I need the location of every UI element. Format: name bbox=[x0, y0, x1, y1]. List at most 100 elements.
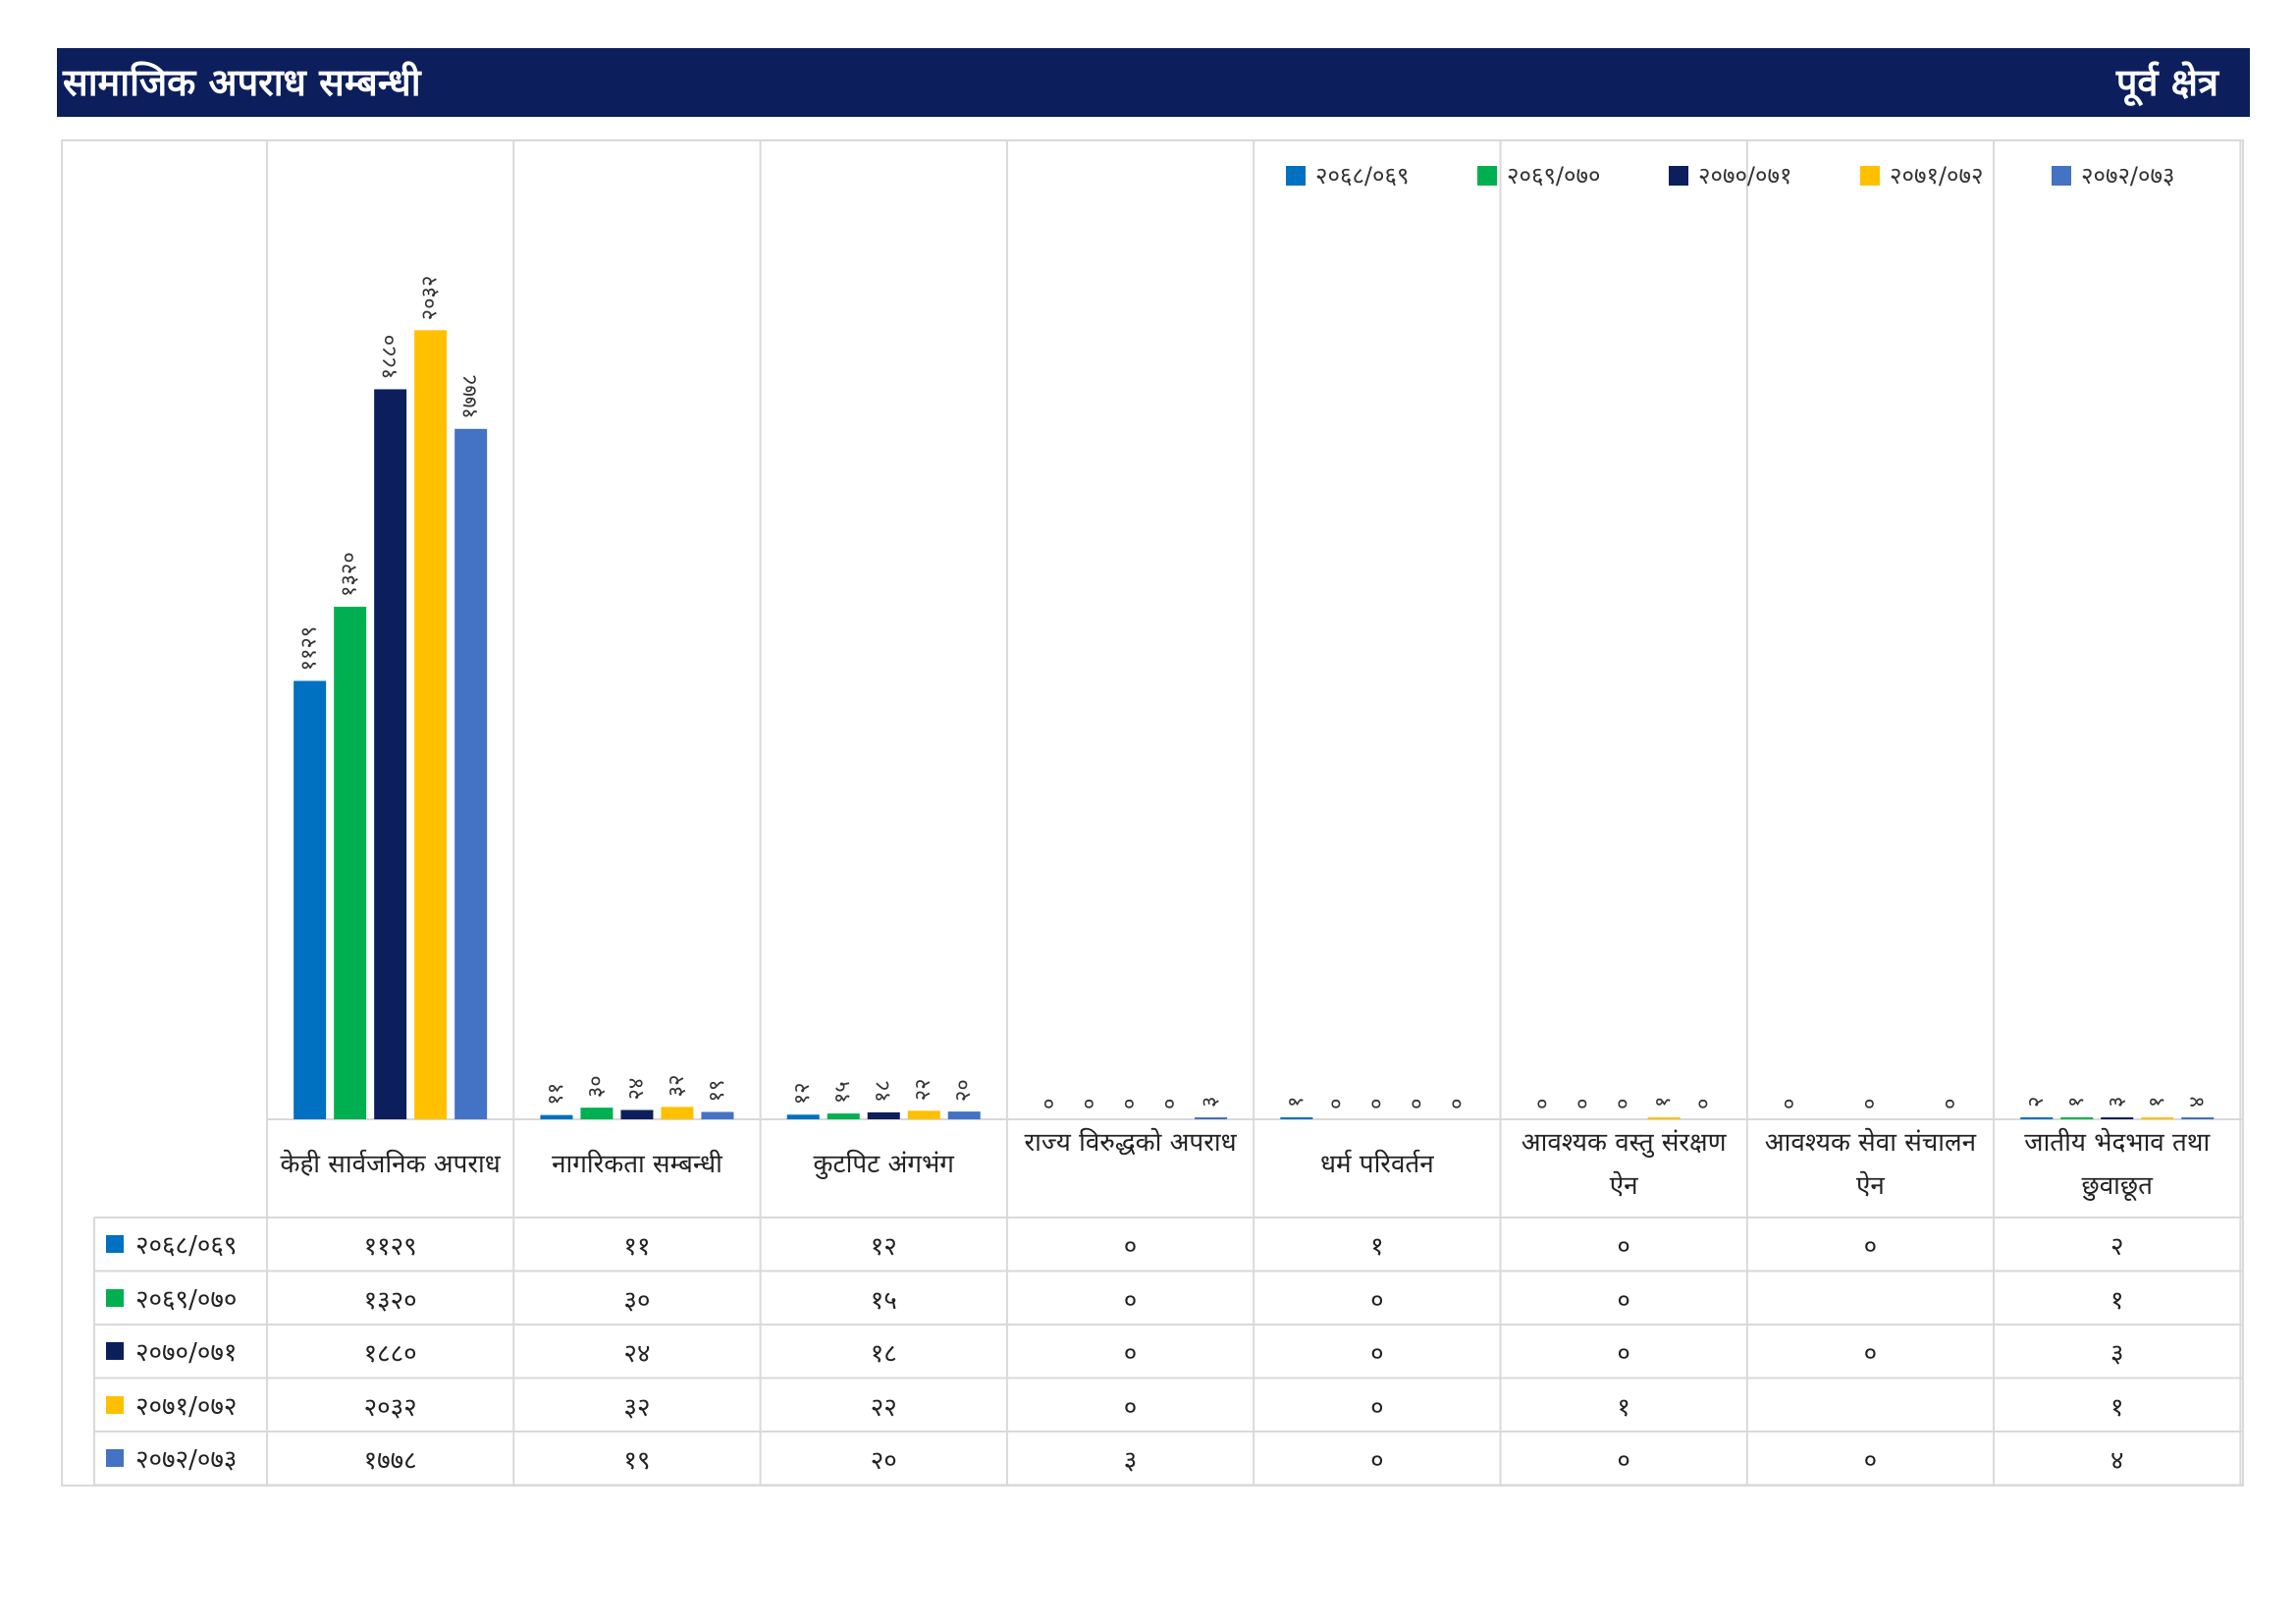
bar bbox=[540, 1114, 573, 1119]
data-label: ० bbox=[1118, 1099, 1143, 1109]
bar bbox=[2101, 1117, 2134, 1119]
tick-label: नागरिकता सम्बन्धी bbox=[552, 1150, 722, 1179]
data-label: १ bbox=[1284, 1097, 1308, 1108]
table-cell: ० bbox=[1370, 1339, 1384, 1369]
row-swatch bbox=[106, 1288, 124, 1307]
table-cell: ० bbox=[1617, 1232, 1630, 1262]
data-label: ० bbox=[1530, 1099, 1555, 1109]
table-cell: ४ bbox=[2109, 1446, 2124, 1476]
table-cell: १३२० bbox=[363, 1285, 417, 1316]
header-bar: सामाजिक अपराध सम्बन्धी पूर्व क्षेत्र bbox=[57, 48, 2250, 117]
data-label: ३२ bbox=[665, 1074, 689, 1097]
table-cell: ० bbox=[1370, 1446, 1384, 1476]
legend-item: २०६९/०७० bbox=[1477, 159, 1669, 191]
tick-label: राज्य विरुद्धको अपराध bbox=[1024, 1128, 1237, 1158]
bar bbox=[414, 330, 448, 1119]
chart-legend: २०६८/०६९ २०६९/०७० २०७०/०७१ २०७१/०७२ २०७२/०७३ bbox=[1286, 159, 2243, 191]
row-swatch bbox=[106, 1395, 124, 1414]
bar bbox=[867, 1111, 900, 1119]
bar bbox=[1195, 1117, 1228, 1119]
legend-label: २०७२/०७३ bbox=[2081, 162, 2175, 189]
data-label: ० bbox=[1038, 1099, 1062, 1109]
bar bbox=[2060, 1117, 2094, 1119]
data-label: ० bbox=[1445, 1099, 1469, 1109]
table-cell: २२ bbox=[870, 1392, 897, 1423]
data-label: ११ bbox=[544, 1083, 568, 1106]
legend-label: २०६८/०६९ bbox=[1315, 162, 1410, 189]
bar bbox=[620, 1109, 654, 1119]
legend-swatch bbox=[1669, 165, 1688, 186]
data-label: १३२० bbox=[338, 552, 362, 597]
data-label: ११२९ bbox=[297, 626, 322, 672]
row-swatch bbox=[106, 1449, 124, 1468]
legend-swatch bbox=[1860, 165, 1880, 186]
legend-swatch bbox=[1286, 165, 1306, 186]
table-cell: ० bbox=[1370, 1285, 1384, 1316]
table-cell: १ bbox=[2109, 1285, 2124, 1316]
data-label: १८ bbox=[871, 1080, 895, 1103]
data-label: २०३२ bbox=[418, 276, 443, 321]
data-label: १ bbox=[1651, 1097, 1676, 1108]
table-cell: ३ bbox=[2109, 1339, 2124, 1369]
data-label: ० bbox=[1324, 1099, 1349, 1109]
bar bbox=[701, 1111, 734, 1119]
legend-swatch bbox=[2052, 165, 2071, 186]
table-cell: १७७८ bbox=[363, 1446, 417, 1476]
tick-label: आवश्यक सेवा संचालन ऐन bbox=[1764, 1128, 1977, 1201]
bar bbox=[580, 1108, 614, 1119]
data-label: ३० bbox=[584, 1075, 609, 1098]
tick-label: धर्म परिवर्तन bbox=[1320, 1150, 1434, 1179]
tick-label: कुटपिट अंगभंग bbox=[813, 1150, 954, 1179]
tick-label: केही सार्वजनिक अपराध bbox=[280, 1150, 501, 1179]
tick-label: आवश्यक वस्तु संरक्षण ऐन bbox=[1521, 1128, 1727, 1201]
table-row-label: २०७१/०७२ bbox=[106, 1379, 237, 1433]
data-label: ३ bbox=[1199, 1097, 1223, 1108]
legend-item: २०७०/०७१ bbox=[1669, 159, 1860, 191]
table-cell: १५ bbox=[870, 1285, 897, 1316]
data-label: ० bbox=[1364, 1099, 1389, 1109]
legend-label: २०६९/०७० bbox=[1507, 162, 1601, 189]
table-cell: २०३२ bbox=[363, 1392, 417, 1423]
row-swatch bbox=[106, 1235, 124, 1254]
data-label: २२ bbox=[911, 1078, 935, 1101]
legend-item: २०६८/०६९ bbox=[1286, 159, 1477, 191]
data-label: १ bbox=[2064, 1097, 2089, 1108]
bar bbox=[334, 606, 367, 1119]
bar bbox=[947, 1111, 981, 1119]
bar bbox=[1647, 1117, 1681, 1119]
bar bbox=[827, 1113, 860, 1119]
table-cell: ० bbox=[1863, 1446, 1878, 1476]
table-cell: १ bbox=[1617, 1392, 1630, 1423]
legend-swatch bbox=[1477, 165, 1497, 186]
table-cell: ११२९ bbox=[363, 1232, 417, 1262]
table-row-label: २०७२/०७३ bbox=[106, 1432, 237, 1486]
table-cell: १८८० bbox=[363, 1339, 417, 1369]
data-label: ० bbox=[1611, 1099, 1635, 1109]
data-label: १८८० bbox=[378, 335, 402, 380]
table-cell: १८ bbox=[870, 1339, 897, 1369]
data-label: १७७८ bbox=[458, 374, 483, 419]
data-label: १ bbox=[2145, 1097, 2169, 1108]
table-cell: ० bbox=[1863, 1232, 1878, 1262]
bar bbox=[294, 680, 327, 1119]
table-cell: ० bbox=[1123, 1339, 1138, 1369]
bar bbox=[2020, 1117, 2054, 1119]
data-label: ४ bbox=[2185, 1097, 2210, 1108]
legend-label: २०७०/०७१ bbox=[1698, 162, 1792, 189]
bar bbox=[454, 428, 488, 1119]
data-label: ० bbox=[1691, 1099, 1716, 1109]
table-cell: २४ bbox=[623, 1339, 651, 1369]
bar bbox=[1280, 1117, 1313, 1119]
bar bbox=[907, 1110, 940, 1119]
data-label: २० bbox=[951, 1079, 976, 1102]
table-cell: ३२ bbox=[623, 1392, 651, 1423]
bar bbox=[786, 1114, 820, 1119]
data-label: ३ bbox=[2105, 1097, 2129, 1108]
data-label: २४ bbox=[624, 1078, 649, 1101]
data-label: ० bbox=[1777, 1099, 1801, 1109]
table-cell: ० bbox=[1123, 1285, 1138, 1316]
table-cell: ३० bbox=[623, 1285, 651, 1316]
table-cell: ० bbox=[1123, 1232, 1138, 1262]
page-title: सामाजिक अपराध सम्बन्धी bbox=[63, 61, 421, 104]
bar bbox=[374, 389, 407, 1120]
